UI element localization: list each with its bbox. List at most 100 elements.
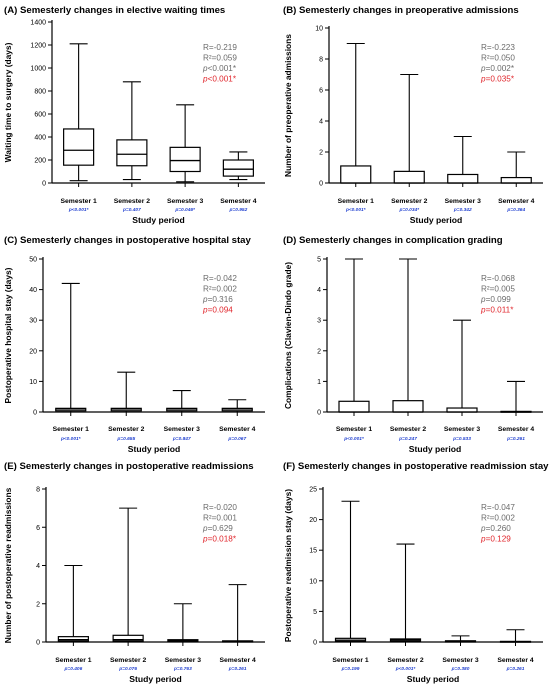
box-1 xyxy=(338,258,370,413)
y-tick-label: 4 xyxy=(317,287,321,294)
semester-p-value: p=0.342 xyxy=(453,207,472,213)
chart-title: (E) Semesterly changes in postoperative … xyxy=(4,461,254,472)
category-label: Semester 1 xyxy=(332,657,368,664)
semester-p-value: p<0.001* xyxy=(345,207,367,213)
y-tick-label: 20 xyxy=(309,517,317,524)
stat-line: R²=0.001 xyxy=(203,514,237,523)
box-iqr xyxy=(112,634,144,642)
category-label: Semester 4 xyxy=(497,657,533,664)
y-tick-label: 4 xyxy=(36,563,40,570)
chart-panel: (D) Semesterly changes in complication g… xyxy=(283,235,543,454)
semester-p-value: p=0.380 xyxy=(451,666,470,672)
category-label: Semester 4 xyxy=(219,657,255,664)
stat-line: p=0.129 xyxy=(480,535,511,544)
stat-line: p=0.035* xyxy=(480,75,515,84)
y-tick-label: 10 xyxy=(315,26,323,33)
y-tick-label: 2 xyxy=(36,601,40,608)
category-label: Semester 2 xyxy=(391,198,427,205)
stat-line: R=-0.042 xyxy=(203,274,237,283)
stat-line: p=0.094 xyxy=(202,306,233,315)
y-tick-label: 50 xyxy=(29,257,37,264)
semester-p-value: p=0.364 xyxy=(506,207,525,213)
stat-line: p=0.011* xyxy=(480,306,514,315)
y-tick-label: 600 xyxy=(34,112,46,119)
semester-p-value: p=0.247 xyxy=(398,436,417,442)
stat-line: p=0.018* xyxy=(202,535,237,544)
stat-line: p<0.001* xyxy=(202,64,237,73)
box-iqr xyxy=(169,146,201,173)
y-tick-label: 15 xyxy=(309,548,317,555)
y-tick-label: 200 xyxy=(34,158,46,165)
category-label: Semester 2 xyxy=(114,198,150,205)
y-axis-label: Number of preoperative admissions xyxy=(283,34,293,177)
y-tick-label: 1400 xyxy=(30,20,46,27)
y-tick-label: 2 xyxy=(317,348,321,355)
y-tick-label: 0 xyxy=(42,181,46,188)
box-2 xyxy=(110,371,142,413)
y-tick-label: 5 xyxy=(313,609,317,616)
box-iqr xyxy=(63,128,95,166)
semester-p-value: p=0.261 xyxy=(506,436,525,442)
chart-title: (D) Semesterly changes in complication g… xyxy=(283,235,503,246)
semester-p-value: p<0.001* xyxy=(68,207,90,213)
semester-p-value: p=0.406 xyxy=(64,666,83,672)
y-tick-label: 30 xyxy=(29,318,37,325)
box-2 xyxy=(112,507,144,643)
box-4 xyxy=(221,399,253,413)
stat-line: R²=0.059 xyxy=(203,54,237,63)
y-tick-label: 8 xyxy=(319,57,323,64)
y-axis-label: Postoperative hospital stay (days) xyxy=(3,267,13,403)
stat-line: R²=0.002 xyxy=(203,285,237,294)
category-label: Semester 4 xyxy=(498,426,534,433)
stat-line: R=-0.020 xyxy=(203,503,237,512)
box-1 xyxy=(334,500,367,643)
category-label: Semester 1 xyxy=(55,657,91,664)
category-label: Semester 3 xyxy=(445,198,481,205)
chart-panel: (E) Semesterly changes in postoperative … xyxy=(3,461,265,684)
stat-line: R²=0.050 xyxy=(481,54,515,63)
y-tick-label: 10 xyxy=(309,578,317,585)
category-label: Semester 3 xyxy=(164,426,200,433)
stat-line: p=0.260 xyxy=(480,524,511,533)
box-3 xyxy=(444,635,477,643)
chart-title: (F) Semesterly changes in postoperative … xyxy=(283,461,549,472)
y-tick-label: 400 xyxy=(34,135,46,142)
box-3 xyxy=(167,603,199,643)
box-4 xyxy=(222,151,254,181)
stat-line: R²=0.005 xyxy=(481,285,515,294)
y-tick-label: 0 xyxy=(317,410,321,417)
y-axis-label: Number of postoperative readmissions xyxy=(3,487,13,643)
semester-p-value: p=0.067 xyxy=(227,436,246,442)
category-label: Semester 4 xyxy=(220,198,256,205)
stat-line: R=-0.068 xyxy=(481,274,515,283)
box-iqr xyxy=(57,636,89,642)
y-tick-label: 40 xyxy=(29,287,37,294)
chart-panel: (F) Semesterly changes in postoperative … xyxy=(283,461,549,684)
stat-line: R=-0.219 xyxy=(203,43,237,52)
box-3 xyxy=(166,390,198,413)
semester-p-value: p=0.261 xyxy=(228,666,247,672)
y-tick-label: 25 xyxy=(309,487,317,494)
box-iqr xyxy=(116,139,148,167)
y-tick-label: 3 xyxy=(317,318,321,325)
category-label: Semester 2 xyxy=(110,657,146,664)
box-2 xyxy=(389,543,422,643)
category-label: Semester 3 xyxy=(167,198,203,205)
chart-title: (C) Semesterly changes in postoperative … xyxy=(4,235,252,246)
box-iqr xyxy=(392,400,424,413)
x-axis-label: Study period xyxy=(132,215,185,225)
x-axis-label: Study period xyxy=(128,444,181,454)
semester-p-value: p<0.001* xyxy=(60,436,82,442)
semester-p-value: p=0.046* xyxy=(174,207,196,213)
semester-p-value: p<0.001* xyxy=(343,436,365,442)
semester-p-value: p=0.533 xyxy=(452,436,471,442)
category-label: Semester 4 xyxy=(219,426,255,433)
y-tick-label: 800 xyxy=(34,89,46,96)
x-axis-label: Study period xyxy=(407,674,460,684)
box-iqr xyxy=(447,173,479,184)
chart-panel: (B) Semesterly changes in preoperative a… xyxy=(283,5,543,225)
stat-line: p<0.001* xyxy=(202,75,237,84)
semester-p-value: p=0.261 xyxy=(506,666,525,672)
category-label: Semester 2 xyxy=(390,426,426,433)
